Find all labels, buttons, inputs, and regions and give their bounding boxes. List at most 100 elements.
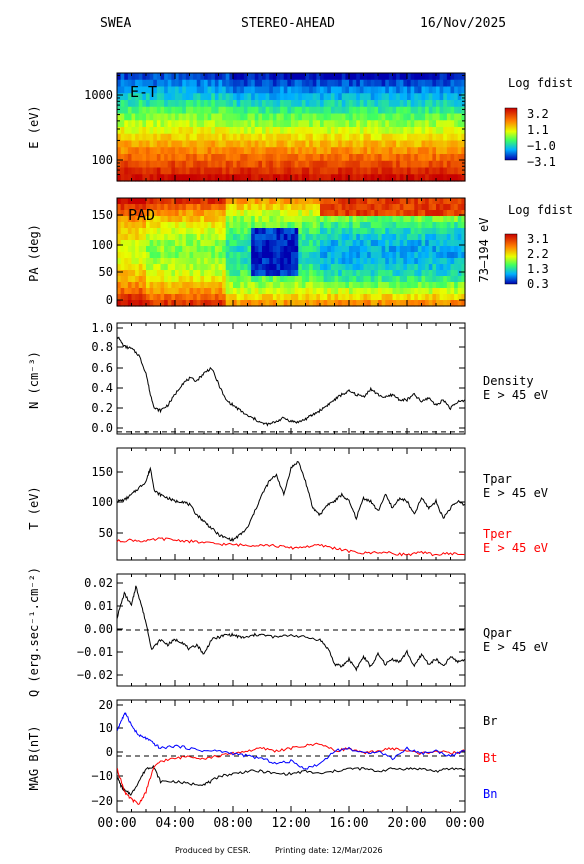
- spectrogram-cell: [131, 93, 136, 101]
- spectrogram-cell: [236, 100, 241, 108]
- pad-cell: [436, 246, 441, 253]
- y-axis-label: N (cm⁻³): [27, 351, 41, 409]
- spectrogram-cell: [175, 120, 180, 128]
- pad-cell: [446, 228, 452, 235]
- pad-cell: [385, 252, 390, 259]
- pad-cell: [131, 276, 136, 283]
- spectrogram-cell: [461, 160, 466, 169]
- spectrogram-cell: [436, 147, 441, 155]
- pad-cell: [396, 228, 401, 235]
- pad-cell: [185, 198, 191, 205]
- spectrogram-cell: [200, 127, 205, 135]
- pad-cell: [450, 198, 455, 205]
- spectrogram-cell: [301, 93, 307, 101]
- pad-cell: [120, 240, 125, 247]
- spectrogram-cell: [236, 140, 241, 148]
- series-line-qpar: [116, 585, 466, 672]
- pad-cell: [338, 288, 343, 295]
- pad-cell: [262, 198, 267, 205]
- spectrogram-cell: [222, 140, 227, 148]
- pad-cell: [225, 264, 230, 271]
- pad-cell: [294, 198, 299, 205]
- spectrogram-cell: [254, 86, 259, 94]
- pad-cell: [291, 204, 296, 211]
- spectrogram-cell: [446, 167, 452, 175]
- colorbar-tick: 3.2: [527, 107, 549, 121]
- pad-cell: [341, 264, 346, 271]
- pad-cell: [403, 294, 408, 301]
- pad-cell: [410, 210, 415, 217]
- spectrogram-cell: [178, 140, 183, 148]
- pad-cell: [124, 210, 129, 217]
- spectrogram-cell: [323, 93, 328, 101]
- pad-cell: [269, 222, 274, 229]
- spectrogram-cell: [341, 79, 346, 88]
- spectrogram-cell: [374, 160, 379, 169]
- pad-cell: [262, 264, 267, 271]
- spectrogram-cell: [439, 86, 444, 94]
- spectrogram-cell: [356, 113, 361, 121]
- pad-cell: [175, 246, 180, 253]
- pad-cell: [439, 216, 444, 223]
- spectrogram-cell: [207, 140, 212, 148]
- spectrogram-cell: [338, 160, 343, 169]
- pad-cell: [363, 234, 368, 241]
- pad-cell: [417, 198, 423, 205]
- spectrogram-cell: [291, 127, 296, 135]
- spectrogram-cell: [182, 86, 187, 94]
- spectrogram-cell: [247, 147, 252, 155]
- pad-cell: [124, 228, 129, 235]
- pad-cell: [345, 300, 350, 307]
- pad-cell: [229, 300, 234, 307]
- pad-cell: [131, 264, 136, 271]
- spectrogram-cell: [153, 174, 158, 182]
- spectrogram-cell: [439, 100, 444, 108]
- spectrogram-cell: [229, 174, 234, 182]
- spectrogram-cell: [164, 113, 169, 121]
- spectrogram-cell: [294, 174, 299, 182]
- pad-cell: [301, 282, 307, 289]
- pad-cell: [283, 288, 288, 295]
- pad-cell: [283, 282, 288, 289]
- pad-cell: [251, 228, 256, 235]
- spectrogram-cell: [207, 147, 212, 155]
- pad-cell: [229, 210, 234, 217]
- pad-cell: [301, 276, 307, 283]
- plot-frame: [116, 447, 466, 561]
- pad-cell: [323, 264, 328, 271]
- y-tick-label: 0.00: [84, 622, 113, 636]
- pad-cell: [291, 210, 296, 217]
- pad-cell: [450, 204, 455, 211]
- x-tick-label: 08:00: [213, 816, 252, 831]
- spectrogram-cell: [432, 86, 437, 94]
- pad-cell: [171, 300, 176, 307]
- pad-cell: [341, 228, 346, 235]
- pad-cell: [454, 294, 459, 301]
- spectrogram-cell: [189, 154, 194, 162]
- spectrogram-cell: [276, 140, 281, 148]
- pad-cell: [193, 210, 198, 217]
- pad-cell: [146, 222, 151, 229]
- pad-cell: [280, 246, 285, 253]
- spectrogram-cell: [334, 140, 339, 148]
- spectrogram-cell: [211, 93, 216, 101]
- pad-cell: [330, 264, 336, 271]
- y-tick-label: 150: [91, 465, 113, 479]
- spectrogram-cell: [251, 167, 256, 175]
- pad-cell: [381, 276, 386, 283]
- pad-cell: [276, 246, 281, 253]
- spectrogram-cell: [149, 174, 154, 182]
- spectrogram-cell: [200, 154, 205, 162]
- spectrogram-cell: [149, 133, 154, 142]
- pad-cell: [196, 264, 201, 271]
- pad-cell: [254, 198, 259, 205]
- spectrogram-cell: [345, 154, 350, 162]
- spectrogram-cell: [407, 167, 412, 175]
- pad-cell: [135, 294, 140, 301]
- pad-cell: [323, 258, 328, 265]
- pad-cell: [196, 204, 201, 211]
- pad-cell: [218, 210, 223, 217]
- pad-cell: [298, 270, 303, 277]
- spectrogram-cell: [450, 100, 455, 108]
- pad-cell: [378, 210, 383, 217]
